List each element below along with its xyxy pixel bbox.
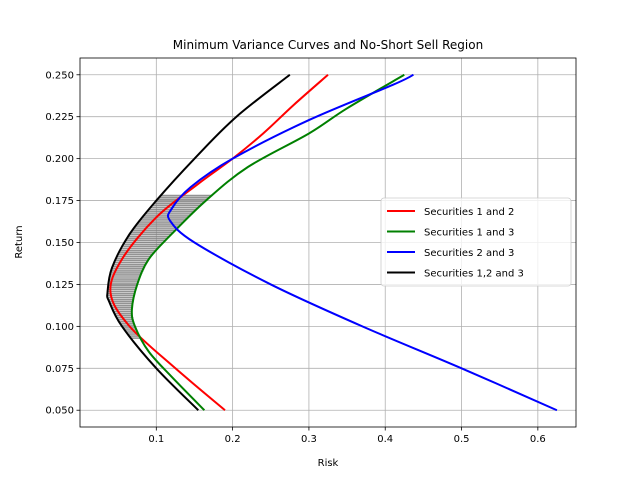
y-axis: 0.050 0.075 0.100 0.125 0.150 0.175 0.200 0.225… [45, 70, 80, 417]
x-tick-label: 0.5 [454, 434, 470, 445]
y-axis-label: Return [14, 225, 25, 258]
legend-box [380, 197, 572, 287]
legend-label: Securities 1 and 3 [424, 228, 514, 239]
x-tick-label: 0.1 [148, 434, 164, 445]
grid [80, 58, 576, 427]
series-line-securities-1-and-2 [109, 74, 329, 411]
y-tick-label: 0.175 [45, 196, 74, 207]
x-tick-label: 0.2 [225, 434, 241, 445]
y-tick-label: 0.075 [45, 364, 74, 375]
series-line-securities-1-2-and-3 [106, 73, 291, 411]
legend: Securities 1 and 2 Securities 1 and 3 Secu… [380, 197, 572, 287]
series-line-securities-1-and-3 [130, 73, 405, 411]
series-lines [106, 73, 558, 412]
y-tick-label: 0.250 [45, 70, 74, 81]
legend-label: Securities 2 and 3 [424, 248, 514, 259]
y-tick-label: 0.100 [45, 322, 74, 333]
y-tick-label: 0.050 [45, 406, 74, 417]
y-tick-label: 0.150 [45, 238, 74, 249]
chart-title: Minimum Variance Curves and No-Short Sel… [173, 38, 483, 52]
series-line-securities-2-and-3 [166, 73, 558, 412]
legend-label: Securities 1,2 and 3 [424, 269, 524, 280]
x-tick-label: 0.6 [530, 434, 546, 445]
x-tick-label: 0.3 [301, 434, 317, 445]
y-tick-label: 0.225 [45, 112, 74, 123]
x-tick-label: 0.4 [377, 434, 393, 445]
y-tick-label: 0.125 [45, 280, 74, 291]
legend-label: Securities 1 and 2 [424, 207, 514, 218]
y-tick-label: 0.200 [45, 154, 74, 165]
x-axis: 0.1 0.2 0.3 0.4 0.5 0.6 [148, 427, 546, 445]
x-axis-label: Risk [318, 458, 339, 469]
